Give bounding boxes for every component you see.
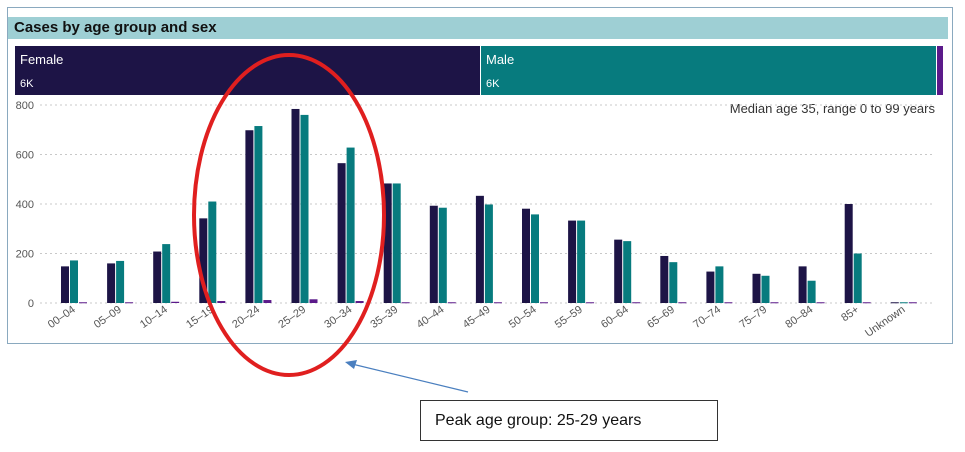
x-tick-label: 30–34 bbox=[322, 304, 354, 331]
bar bbox=[853, 253, 862, 303]
x-tick-label: 00–04 bbox=[46, 304, 78, 331]
bar bbox=[116, 260, 125, 303]
callout-arrow-line bbox=[351, 363, 469, 393]
chart-title: Cases by age group and sex bbox=[8, 17, 948, 39]
bar bbox=[70, 260, 78, 303]
female-count: 6K bbox=[20, 78, 34, 90]
bar bbox=[162, 244, 171, 303]
bar bbox=[798, 266, 807, 303]
bar bbox=[678, 302, 687, 304]
bar bbox=[586, 302, 595, 304]
bar bbox=[309, 299, 318, 303]
x-tick-label: 40–44 bbox=[415, 304, 447, 331]
bar bbox=[245, 130, 254, 303]
bar bbox=[125, 302, 134, 304]
y-tick-label: 200 bbox=[16, 249, 34, 261]
bar bbox=[669, 262, 678, 303]
bar bbox=[383, 183, 392, 303]
bar bbox=[337, 163, 346, 303]
bar bbox=[392, 183, 401, 303]
bar bbox=[61, 266, 69, 303]
x-tick-label: 85+ bbox=[839, 304, 861, 325]
bar bbox=[724, 302, 733, 304]
bar bbox=[493, 302, 502, 304]
female-label: Female bbox=[20, 52, 64, 67]
bar bbox=[429, 205, 438, 303]
bar bbox=[623, 241, 632, 303]
bar bbox=[438, 207, 447, 303]
bar bbox=[199, 218, 208, 303]
x-tick-label: 65–69 bbox=[645, 304, 677, 331]
bar bbox=[706, 271, 715, 303]
arrowhead-icon bbox=[345, 360, 357, 369]
bar bbox=[107, 263, 116, 303]
bar bbox=[401, 302, 410, 304]
x-tick-label: 05–09 bbox=[92, 304, 124, 331]
bar bbox=[153, 251, 162, 303]
bar bbox=[208, 201, 217, 303]
bar bbox=[475, 195, 484, 303]
x-tick-label: 50–54 bbox=[507, 304, 539, 331]
bar bbox=[171, 301, 180, 303]
bar bbox=[614, 239, 623, 303]
highlight-ellipse bbox=[192, 53, 386, 377]
bar bbox=[254, 126, 263, 303]
x-tick-label: 45–49 bbox=[461, 304, 493, 331]
male-total-bar[interactable]: Male 6K bbox=[481, 46, 936, 95]
x-tick-label: 80–84 bbox=[783, 304, 815, 331]
bar bbox=[355, 301, 364, 303]
bar bbox=[484, 204, 493, 303]
x-tick-label: 10–14 bbox=[138, 304, 170, 331]
bar bbox=[660, 255, 669, 303]
y-tick-label: 0 bbox=[28, 298, 34, 310]
bar bbox=[844, 204, 853, 303]
x-tick-label: 25–29 bbox=[276, 304, 308, 331]
bar bbox=[715, 266, 724, 303]
bar bbox=[79, 302, 87, 304]
y-tick-label: 800 bbox=[16, 100, 34, 112]
bar bbox=[908, 302, 917, 304]
bar bbox=[540, 302, 548, 304]
x-tick-label: 55–59 bbox=[553, 304, 585, 331]
bar bbox=[862, 302, 871, 304]
bar bbox=[217, 301, 226, 303]
y-tick-label: 600 bbox=[16, 150, 34, 162]
bar bbox=[263, 300, 272, 303]
bar bbox=[346, 147, 355, 303]
bar bbox=[890, 302, 899, 304]
bar bbox=[577, 220, 586, 303]
bar bbox=[522, 208, 530, 303]
x-tick-label: 75–79 bbox=[737, 304, 769, 331]
x-tick-label: 70–74 bbox=[691, 304, 723, 331]
peak-callout: Peak age group: 25-29 years bbox=[420, 400, 718, 441]
bar bbox=[531, 214, 539, 303]
bar bbox=[300, 114, 309, 304]
bar bbox=[816, 302, 825, 304]
bar bbox=[807, 280, 816, 303]
bar bbox=[447, 302, 456, 304]
male-count: 6K bbox=[486, 78, 500, 90]
bar bbox=[632, 302, 641, 304]
x-tick-label: 60–64 bbox=[599, 304, 631, 331]
y-tick-label: 400 bbox=[16, 199, 34, 211]
bar bbox=[291, 108, 300, 304]
bar bbox=[899, 302, 908, 304]
x-tick-label: 35–39 bbox=[368, 304, 400, 331]
bar bbox=[770, 302, 779, 304]
bar bbox=[752, 273, 761, 303]
x-tick-label: 20–24 bbox=[230, 304, 262, 331]
bar bbox=[761, 275, 770, 303]
bar bbox=[568, 220, 577, 303]
male-label: Male bbox=[486, 52, 515, 67]
x-tick-label: Unknown bbox=[863, 304, 907, 340]
other-total-bar[interactable] bbox=[937, 46, 943, 95]
